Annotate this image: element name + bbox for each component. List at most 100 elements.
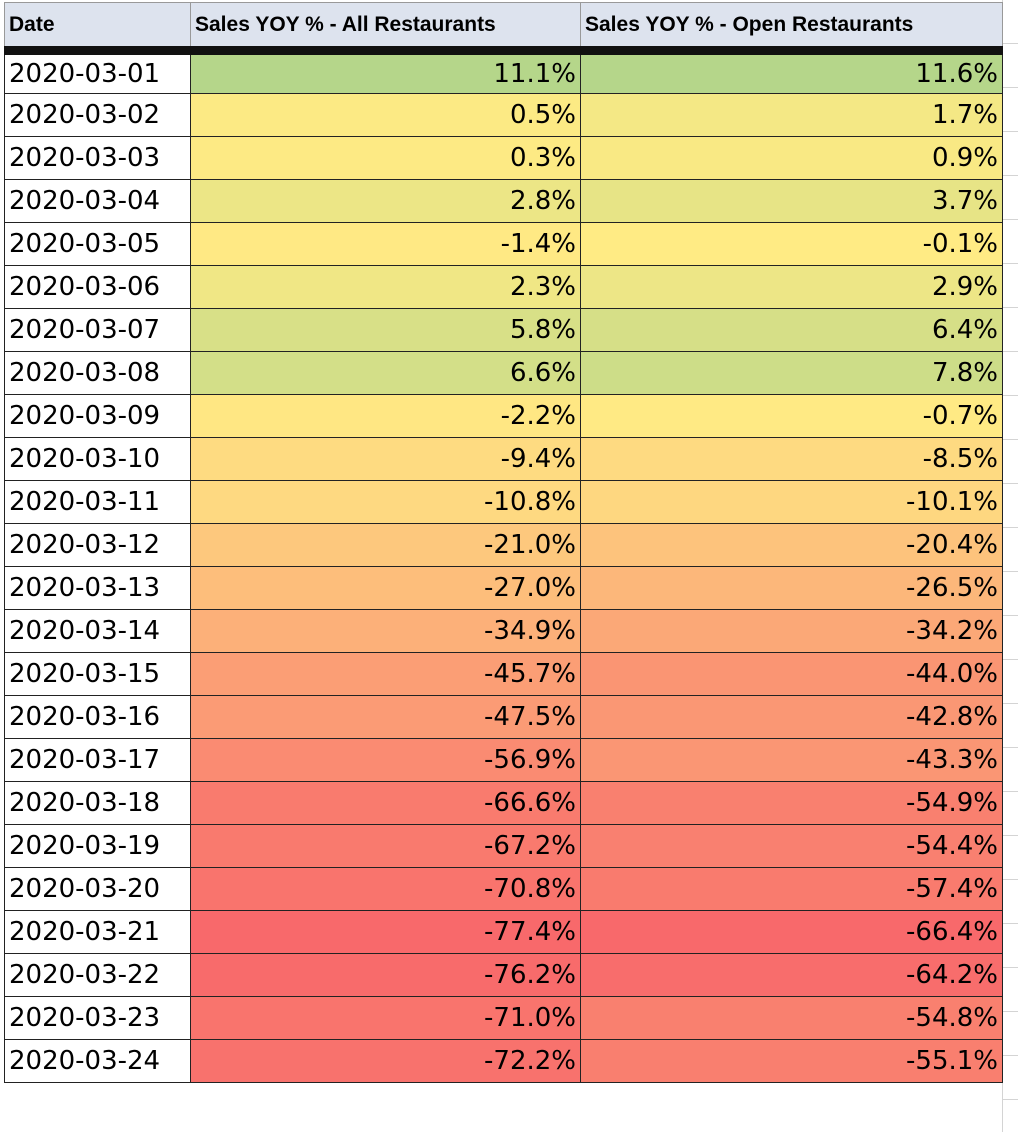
value-cell[interactable]: -54.4% <box>580 824 1003 868</box>
value-cell[interactable]: -47.5% <box>190 695 581 739</box>
table-row: 2020-03-02 0.5% 1.7% <box>4 93 1003 137</box>
table-row: 2020-03-16 -47.5% -42.8% <box>4 695 1003 739</box>
value-cell[interactable]: -8.5% <box>580 437 1003 481</box>
date-cell[interactable]: 2020-03-06 <box>4 265 191 309</box>
value-cell[interactable]: 1.7% <box>580 93 1003 137</box>
date-cell[interactable]: 2020-03-10 <box>4 437 191 481</box>
value-cell[interactable]: 11.6% <box>580 50 1003 94</box>
table-row: 2020-03-17 -56.9% -43.3% <box>4 738 1003 782</box>
value-cell[interactable]: -77.4% <box>190 910 581 954</box>
value-cell[interactable]: -54.8% <box>580 996 1003 1040</box>
value-cell[interactable]: 2.9% <box>580 265 1003 309</box>
value-cell[interactable]: -43.3% <box>580 738 1003 782</box>
column-header[interactable]: Sales YOY % - All Restaurants <box>190 2 581 55</box>
date-cell[interactable]: 2020-03-07 <box>4 308 191 352</box>
table-row: 2020-03-07 5.8% 6.4% <box>4 308 1003 352</box>
value-cell[interactable]: -72.2% <box>190 1039 581 1083</box>
date-cell[interactable]: 2020-03-21 <box>4 910 191 954</box>
value-cell[interactable]: -1.4% <box>190 222 581 266</box>
value-cell[interactable]: 2.3% <box>190 265 581 309</box>
date-cell[interactable]: 2020-03-11 <box>4 480 191 524</box>
value-cell[interactable]: 0.9% <box>580 136 1003 180</box>
value-cell[interactable]: -54.9% <box>580 781 1003 825</box>
table-row: 2020-03-20 -70.8% -57.4% <box>4 867 1003 911</box>
table-row: 2020-03-03 0.3% 0.9% <box>4 136 1003 180</box>
value-cell[interactable]: 0.5% <box>190 93 581 137</box>
empty-grid <box>1002 0 1018 1132</box>
date-cell[interactable]: 2020-03-19 <box>4 824 191 868</box>
table-body: 2020-03-01 11.1% 11.6% 2020-03-02 0.5% 1.7% 20… <box>4 50 1003 1083</box>
value-cell[interactable]: 6.6% <box>190 351 581 395</box>
table-row: 2020-03-24 -72.2% -55.1% <box>4 1039 1003 1083</box>
value-cell[interactable]: -70.8% <box>190 867 581 911</box>
table-row: 2020-03-18 -66.6% -54.9% <box>4 781 1003 825</box>
table-row: 2020-03-01 11.1% 11.6% <box>4 50 1003 94</box>
date-cell[interactable]: 2020-03-24 <box>4 1039 191 1083</box>
table-row: 2020-03-05 -1.4% -0.1% <box>4 222 1003 266</box>
value-cell[interactable]: -44.0% <box>580 652 1003 696</box>
date-cell[interactable]: 2020-03-23 <box>4 996 191 1040</box>
value-cell[interactable]: 5.8% <box>190 308 581 352</box>
table-row: 2020-03-09 -2.2% -0.7% <box>4 394 1003 438</box>
value-cell[interactable]: 3.7% <box>580 179 1003 223</box>
column-header[interactable]: Date <box>4 2 191 55</box>
date-cell[interactable]: 2020-03-08 <box>4 351 191 395</box>
value-cell[interactable]: -57.4% <box>580 867 1003 911</box>
date-cell[interactable]: 2020-03-05 <box>4 222 191 266</box>
value-cell[interactable]: -26.5% <box>580 566 1003 610</box>
date-cell[interactable]: 2020-03-15 <box>4 652 191 696</box>
table-row: 2020-03-08 6.6% 7.8% <box>4 351 1003 395</box>
value-cell[interactable]: -2.2% <box>190 394 581 438</box>
table-row: 2020-03-14 -34.9% -34.2% <box>4 609 1003 653</box>
table-row: 2020-03-22 -76.2% -64.2% <box>4 953 1003 997</box>
value-cell[interactable]: -64.2% <box>580 953 1003 997</box>
value-cell[interactable]: -27.0% <box>190 566 581 610</box>
table-row: 2020-03-19 -67.2% -54.4% <box>4 824 1003 868</box>
value-cell[interactable]: -76.2% <box>190 953 581 997</box>
table-row: 2020-03-04 2.8% 3.7% <box>4 179 1003 223</box>
value-cell[interactable]: -34.9% <box>190 609 581 653</box>
value-cell[interactable]: -67.2% <box>190 824 581 868</box>
value-cell[interactable]: -10.8% <box>190 480 581 524</box>
value-cell[interactable]: 6.4% <box>580 308 1003 352</box>
date-cell[interactable]: 2020-03-18 <box>4 781 191 825</box>
value-cell[interactable]: -9.4% <box>190 437 581 481</box>
date-cell[interactable]: 2020-03-09 <box>4 394 191 438</box>
value-cell[interactable]: -42.8% <box>580 695 1003 739</box>
value-cell[interactable]: 0.3% <box>190 136 581 180</box>
date-cell[interactable]: 2020-03-22 <box>4 953 191 997</box>
date-cell[interactable]: 2020-03-01 <box>4 50 191 94</box>
value-cell[interactable]: 2.8% <box>190 179 581 223</box>
date-cell[interactable]: 2020-03-03 <box>4 136 191 180</box>
date-cell[interactable]: 2020-03-13 <box>4 566 191 610</box>
value-cell[interactable]: -66.4% <box>580 910 1003 954</box>
table-row: 2020-03-15 -45.7% -44.0% <box>4 652 1003 696</box>
value-cell[interactable]: -10.1% <box>580 480 1003 524</box>
date-cell[interactable]: 2020-03-16 <box>4 695 191 739</box>
value-cell[interactable]: -55.1% <box>580 1039 1003 1083</box>
column-header[interactable]: Sales YOY % - Open Restaurants <box>580 2 1003 55</box>
value-cell[interactable]: -56.9% <box>190 738 581 782</box>
value-cell[interactable]: -20.4% <box>580 523 1003 567</box>
value-cell[interactable]: -0.7% <box>580 394 1003 438</box>
value-cell[interactable]: -45.7% <box>190 652 581 696</box>
table-row: 2020-03-23 -71.0% -54.8% <box>4 996 1003 1040</box>
value-cell[interactable]: -71.0% <box>190 996 581 1040</box>
value-cell[interactable]: 7.8% <box>580 351 1003 395</box>
date-cell[interactable]: 2020-03-02 <box>4 93 191 137</box>
value-cell[interactable]: -0.1% <box>580 222 1003 266</box>
value-cell[interactable]: -34.2% <box>580 609 1003 653</box>
table-row: 2020-03-11 -10.8% -10.1% <box>4 480 1003 524</box>
date-cell[interactable]: 2020-03-12 <box>4 523 191 567</box>
table-row: 2020-03-10 -9.4% -8.5% <box>4 437 1003 481</box>
value-cell[interactable]: -21.0% <box>190 523 581 567</box>
table-row: 2020-03-12 -21.0% -20.4% <box>4 523 1003 567</box>
value-cell[interactable]: -66.6% <box>190 781 581 825</box>
table-row: 2020-03-21 -77.4% -66.4% <box>4 910 1003 954</box>
date-cell[interactable]: 2020-03-14 <box>4 609 191 653</box>
date-cell[interactable]: 2020-03-20 <box>4 867 191 911</box>
value-cell[interactable]: 11.1% <box>190 50 581 94</box>
date-cell[interactable]: 2020-03-17 <box>4 738 191 782</box>
date-cell[interactable]: 2020-03-04 <box>4 179 191 223</box>
